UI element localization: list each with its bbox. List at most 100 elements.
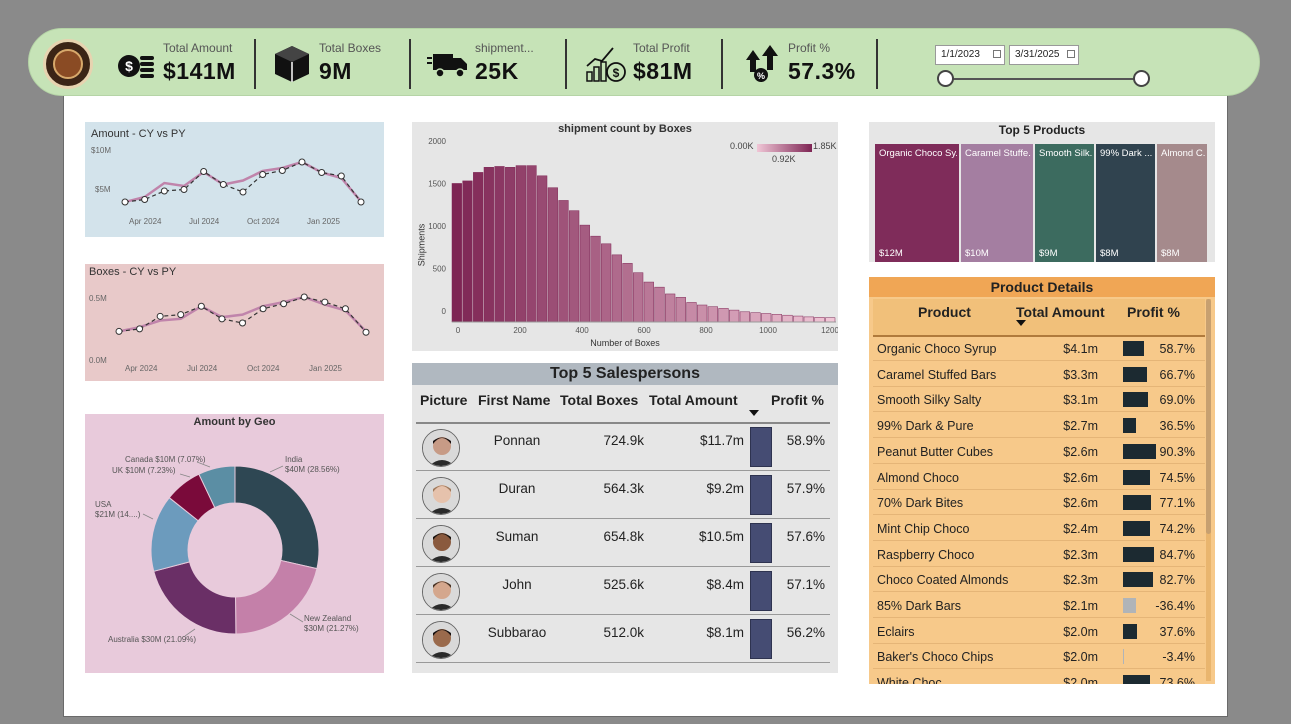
histogram-bar[interactable] <box>515 165 526 323</box>
data-point[interactable] <box>321 298 329 306</box>
histogram-bar[interactable] <box>526 165 537 323</box>
column-header[interactable]: Total Amount <box>649 392 738 408</box>
table-row[interactable]: Organic Choco Syrup $4.1m 58.7% <box>873 336 1205 361</box>
histogram-bar[interactable] <box>675 297 686 323</box>
histogram-bar[interactable] <box>771 314 782 323</box>
histogram-bar[interactable] <box>707 306 718 323</box>
data-point[interactable] <box>177 311 185 319</box>
table-row[interactable]: 85% Dark Bars $2.1m -36.4% <box>873 593 1205 618</box>
histogram-bar[interactable] <box>601 243 612 323</box>
table-row[interactable]: Smooth Silky Salty $3.1m 69.0% <box>873 387 1205 413</box>
amount-cy-py-chart[interactable]: Amount - CY vs PY $10M $5M Apr 2024 Jul … <box>85 122 384 237</box>
histogram-bar[interactable] <box>494 166 505 323</box>
calendar-icon[interactable] <box>1067 50 1075 58</box>
table-row[interactable]: Caramel Stuffed Bars $3.3m 66.7% <box>873 362 1205 387</box>
data-point[interactable] <box>280 300 288 308</box>
scrollbar-thumb[interactable] <box>1206 299 1211 534</box>
table-row[interactable]: Baker's Choco Chips $2.0m -3.4% <box>873 644 1205 670</box>
histogram-bar[interactable] <box>558 200 569 323</box>
treemap-tile[interactable]: Caramel Stuffe... $10M <box>961 144 1033 262</box>
data-point[interactable] <box>259 171 267 178</box>
sort-desc-icon[interactable] <box>1016 320 1026 328</box>
data-point[interactable] <box>219 181 227 188</box>
table-row[interactable]: Subbarao 512.0k $8.1m 56.2% <box>416 615 830 663</box>
treemap-tile[interactable]: Almond C... $8M <box>1157 144 1207 262</box>
histogram-bar[interactable] <box>643 281 654 323</box>
data-point[interactable] <box>197 302 205 310</box>
data-point[interactable] <box>239 188 247 196</box>
donut-slice-australia[interactable] <box>153 561 237 635</box>
histogram-bar[interactable] <box>793 315 804 323</box>
histogram-bar[interactable] <box>825 317 836 323</box>
table-row[interactable]: Ponnan 724.9k $11.7m 58.9% <box>416 423 830 471</box>
table-row[interactable]: 99% Dark & Pure $2.7m 36.5% <box>873 413 1205 439</box>
data-point[interactable] <box>156 312 164 320</box>
data-point[interactable] <box>278 167 286 174</box>
data-point[interactable] <box>180 186 188 193</box>
table-row[interactable]: Eclairs $2.0m 37.6% <box>873 619 1205 644</box>
histogram-bar[interactable] <box>579 224 590 323</box>
column-header[interactable]: Total Boxes <box>560 392 639 408</box>
calendar-icon[interactable] <box>993 50 1001 58</box>
histogram-bar[interactable] <box>569 210 580 323</box>
histogram-bar[interactable] <box>537 175 548 323</box>
histogram-bar[interactable] <box>633 272 644 323</box>
histogram-bar[interactable] <box>505 167 516 323</box>
histogram-bar[interactable] <box>451 183 462 323</box>
histogram-bar[interactable] <box>750 312 761 323</box>
column-header[interactable]: Profit % <box>771 392 824 408</box>
shipment-histogram[interactable]: shipment count by Boxes 0.00K 1.85K 0.92… <box>412 122 838 351</box>
table-row[interactable]: Raspberry Choco $2.3m 84.7% <box>873 542 1205 567</box>
data-point[interactable] <box>298 158 306 166</box>
histogram-bar[interactable] <box>718 308 729 323</box>
histogram-bar[interactable] <box>483 167 494 323</box>
column-header[interactable]: First Name <box>478 392 551 408</box>
table-row[interactable]: 70% Dark Bites $2.6m 77.1% <box>873 490 1205 516</box>
column-header[interactable]: Profit % <box>1127 304 1180 320</box>
column-header[interactable]: Total Amount <box>1016 304 1105 320</box>
table-row[interactable]: Duran 564.3k $9.2m 57.9% <box>416 471 830 519</box>
data-point[interactable] <box>200 168 208 175</box>
data-point[interactable] <box>337 172 345 180</box>
histogram-bar[interactable] <box>654 286 665 323</box>
histogram-bar[interactable] <box>803 316 814 323</box>
histogram-bar[interactable] <box>697 304 708 323</box>
slider-end-handle[interactable] <box>1133 70 1150 87</box>
histogram-bar[interactable] <box>814 317 825 323</box>
data-point[interactable] <box>341 305 349 313</box>
table-row[interactable]: Choco Coated Almonds $2.3m 82.7% <box>873 567 1205 593</box>
treemap-tile[interactable]: 99% Dark ... $8M <box>1096 144 1155 262</box>
donut-slice-india[interactable] <box>234 465 320 570</box>
amount-by-geo-chart[interactable]: Amount by Geo India $40M (28.56%) New Zeal… <box>85 414 384 673</box>
histogram-bar[interactable] <box>761 313 772 323</box>
table-row[interactable]: Peanut Butter Cubes $2.6m 90.3% <box>873 439 1205 464</box>
boxes-cy-py-chart[interactable]: Boxes - CY vs PY 0.5M 0.0M Apr 2024 Jul … <box>85 264 384 381</box>
start-date-input[interactable]: 1/1/2023 <box>935 45 1005 65</box>
data-point[interactable] <box>121 198 129 206</box>
treemap-tile[interactable]: Smooth Silk... $9M <box>1035 144 1094 262</box>
donut-slice-canada[interactable] <box>198 465 236 509</box>
table-row[interactable]: Suman 654.8k $10.5m 57.6% <box>416 519 830 567</box>
data-point[interactable] <box>218 315 226 323</box>
top-products-chart[interactable]: Top 5 Products Organic Choco Sy... $12M Ca… <box>869 122 1215 262</box>
histogram-bar[interactable] <box>665 293 676 323</box>
column-header[interactable]: Product <box>918 304 971 320</box>
table-row[interactable]: Mint Chip Choco $2.4m 74.2% <box>873 516 1205 541</box>
histogram-bar[interactable] <box>611 254 622 323</box>
histogram-bar[interactable] <box>729 309 740 323</box>
column-header[interactable]: Picture <box>420 392 468 408</box>
data-point[interactable] <box>357 198 365 206</box>
table-row[interactable]: White Choc $2.0m 73.6% <box>873 670 1205 684</box>
histogram-bar[interactable] <box>739 311 750 323</box>
sort-desc-icon[interactable] <box>749 410 759 418</box>
data-point[interactable] <box>141 196 149 203</box>
data-point[interactable] <box>300 293 308 301</box>
data-point[interactable] <box>160 187 168 195</box>
date-range-slider[interactable] <box>946 78 1143 80</box>
histogram-bar[interactable] <box>622 263 633 323</box>
histogram-bar[interactable] <box>462 180 473 323</box>
table-row[interactable]: Almond Choco $2.6m 74.5% <box>873 465 1205 490</box>
treemap-tile[interactable]: Organic Choco Sy... $12M <box>875 144 959 262</box>
histogram-bar[interactable] <box>686 302 697 323</box>
data-point[interactable] <box>115 327 123 335</box>
